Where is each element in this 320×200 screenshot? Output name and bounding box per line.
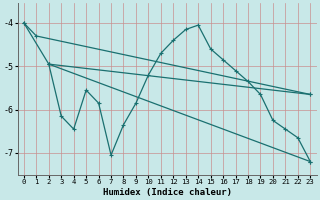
X-axis label: Humidex (Indice chaleur): Humidex (Indice chaleur) [103, 188, 232, 197]
